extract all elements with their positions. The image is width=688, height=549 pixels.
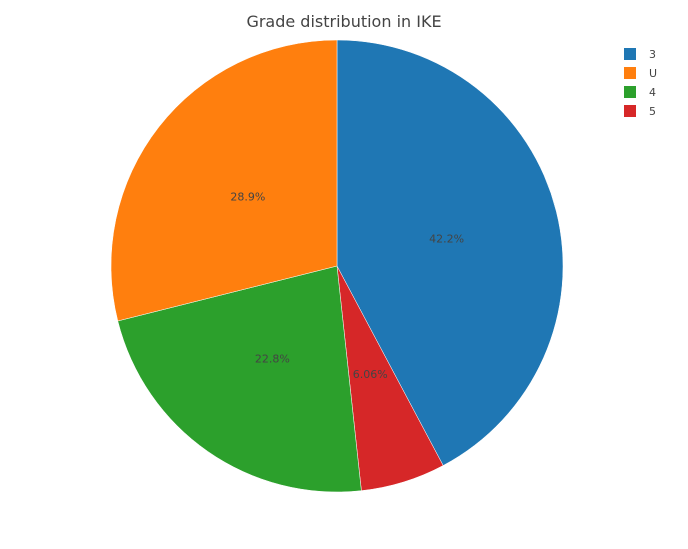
legend-item-5[interactable]: 5 bbox=[624, 105, 656, 118]
legend-swatch-4 bbox=[624, 86, 636, 98]
legend-label-5: 5 bbox=[649, 105, 656, 118]
legend-swatch-3 bbox=[624, 48, 636, 60]
pie-slices bbox=[110, 39, 564, 493]
slice-percent-label-5: 6.06% bbox=[353, 368, 388, 381]
legend-label-U: U bbox=[649, 67, 657, 80]
legend-swatch-U bbox=[624, 67, 636, 79]
legend-item-U[interactable]: U bbox=[624, 67, 657, 80]
legend-swatch-5 bbox=[624, 105, 636, 117]
pie-slice-3[interactable] bbox=[336, 39, 564, 466]
slice-percent-label-3: 42.2% bbox=[429, 233, 464, 246]
slice-percent-label-4: 22.8% bbox=[255, 353, 290, 366]
legend-label-3: 3 bbox=[649, 48, 656, 61]
legend-item-3[interactable]: 3 bbox=[624, 48, 656, 61]
legend: 3 U 4 5 bbox=[624, 48, 657, 118]
legend-item-4[interactable]: 4 bbox=[624, 86, 656, 99]
pie-slice-4[interactable] bbox=[117, 265, 362, 493]
chart-title: Grade distribution in IKE bbox=[246, 12, 441, 31]
slice-percent-label-U: 28.9% bbox=[230, 191, 265, 204]
pie-slice-labels: 42.2% 6.06% 22.8% 28.9% bbox=[230, 191, 464, 382]
legend-label-4: 4 bbox=[649, 86, 656, 99]
pie-slice-U[interactable] bbox=[110, 39, 338, 322]
